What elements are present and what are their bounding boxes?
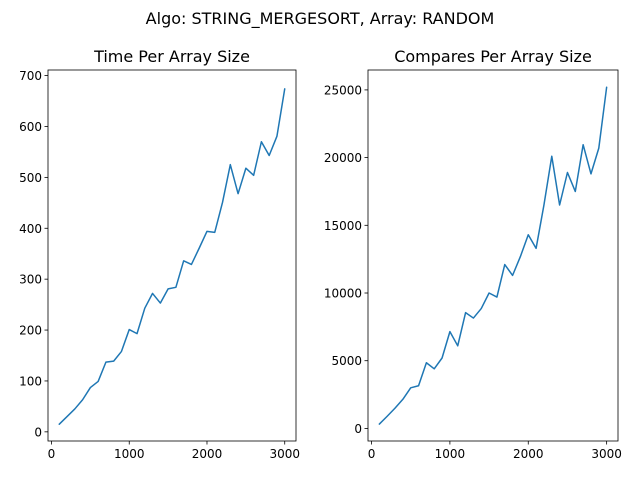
chart-1-y-tick-label: 300 — [19, 273, 42, 287]
chart-2-x-tick-label: 0 — [368, 447, 376, 461]
chart-1-title: Time Per Array Size — [93, 47, 250, 66]
chart-2-x-tick-label: 3000 — [591, 447, 622, 461]
chart-2-x-tick-label: 2000 — [513, 447, 544, 461]
chart-1-x-tick-label: 2000 — [192, 447, 223, 461]
chart-1-y-tick-label: 0 — [34, 425, 42, 439]
chart-2-y-tick-label: 10000 — [324, 287, 362, 301]
compares-per-array-size-panel: Compares Per Array Size 0 1000 2000 3000 0 500… — [324, 47, 622, 461]
chart-1-x-tick-label: 1000 — [114, 447, 145, 461]
time-per-array-size-panel: Time Per Array Size 0 1000 2000 3000 0 100 200 3… — [19, 47, 300, 461]
chart-1-y-tick-label: 600 — [19, 120, 42, 134]
chart-1-y-tick-label: 100 — [19, 374, 42, 388]
chart-2-y-tick-label: 25000 — [324, 83, 362, 97]
chart-2-x-tick-label: 1000 — [435, 447, 466, 461]
figure-suptitle: Algo: STRING_MERGESORT, Array: RANDOM — [146, 9, 495, 29]
chart-1-y-tick-label: 500 — [19, 171, 42, 185]
chart-2-y-tick-label: 20000 — [324, 151, 362, 165]
chart-1-series-line — [58, 88, 286, 425]
chart-1-y-tick-label: 200 — [19, 324, 42, 338]
chart-1-y-tick-label: 700 — [19, 69, 42, 83]
chart-1-x-tick-label: 0 — [48, 447, 56, 461]
chart-2-y-tick-label: 5000 — [331, 354, 362, 368]
chart-2-y-tick-label: 0 — [354, 422, 362, 436]
chart-2-series-line — [378, 86, 608, 425]
chart-2-y-tick-label: 15000 — [324, 219, 362, 233]
chart-2-title: Compares Per Array Size — [394, 47, 592, 66]
chart-2-axes-frame — [367, 69, 619, 442]
chart-1-y-tick-label: 400 — [19, 222, 42, 236]
chart-1-x-tick-label: 3000 — [269, 447, 300, 461]
chart-1-axes-frame — [47, 69, 297, 442]
